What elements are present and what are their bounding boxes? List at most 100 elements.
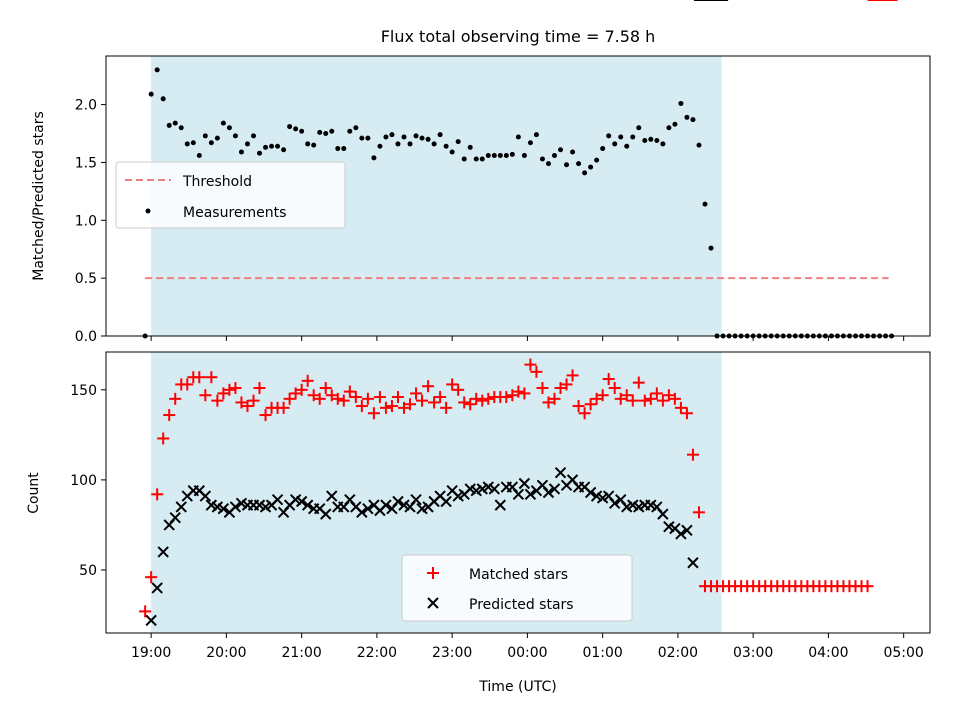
matched-legend-label: Matched stars	[469, 567, 568, 583]
measurement-point	[407, 141, 413, 147]
matched-star-point	[145, 571, 158, 584]
measurement-point	[690, 117, 696, 123]
matched-star-point	[193, 371, 206, 384]
measurement-point	[642, 137, 648, 143]
predicted-star-point	[151, 582, 163, 594]
predicted-star-point	[518, 477, 531, 490]
measurement-point	[576, 161, 582, 167]
matched-star-point	[307, 389, 320, 402]
predicted-star-point	[295, 495, 308, 508]
matched-star-point	[452, 383, 465, 396]
matched-star-point	[596, 389, 609, 402]
predicted-star-point	[199, 490, 212, 502]
measurement-point	[708, 245, 714, 251]
predicted-star-point	[542, 486, 555, 499]
matched-star-point	[638, 394, 651, 407]
measurement-point	[341, 146, 347, 152]
predicted-star-point	[157, 546, 169, 558]
measurement-point	[449, 149, 455, 155]
measurements-series	[142, 67, 895, 339]
matched-star-point	[560, 378, 573, 391]
measurement-point	[238, 149, 244, 155]
threshold-legend-label: Threshold	[182, 174, 252, 190]
measurement-point	[293, 126, 299, 132]
matched-star-point	[428, 396, 441, 409]
predicted-star-point	[554, 466, 567, 479]
matched-star-point	[446, 378, 459, 391]
predicted-star-point	[380, 499, 392, 511]
measurement-point	[503, 153, 509, 159]
matched-star-point	[289, 387, 302, 400]
matched-star-point	[235, 396, 248, 409]
measurement-point	[299, 128, 305, 134]
ratio-y-tick-label: 1.5	[75, 155, 97, 171]
matched-star-point	[518, 387, 531, 400]
predicted-star-point	[548, 483, 561, 495]
matched-star-point	[566, 369, 579, 382]
measurement-point	[630, 134, 636, 140]
measurement-point	[539, 156, 545, 162]
measurement-point	[148, 91, 154, 97]
ratio-y-tick-label: 0.0	[75, 329, 97, 345]
measurement-point	[311, 142, 317, 148]
measurements-legend-swatch	[145, 208, 151, 214]
measurement-point	[389, 132, 395, 138]
matched-star-point	[301, 374, 314, 387]
matched-star-point	[163, 409, 176, 422]
predicted-legend-label: Predicted stars	[469, 597, 574, 613]
matched-star-point	[410, 387, 423, 400]
measurement-point	[184, 141, 190, 147]
predicted-star-point	[608, 497, 621, 510]
chart-title: Flux total observing time = 7.58 h	[381, 27, 656, 46]
matched-star-point	[632, 376, 645, 389]
matched-star-point	[157, 432, 170, 445]
measurement-point	[281, 147, 287, 153]
measurement-point	[395, 141, 401, 147]
measurement-point	[190, 140, 196, 146]
measurement-point	[269, 143, 275, 149]
measurement-point	[232, 133, 238, 139]
predicted-star-point	[687, 557, 699, 569]
matched-star-point	[253, 382, 266, 395]
measurement-point	[220, 120, 226, 126]
matched-star-point	[626, 394, 639, 407]
predicted-star-point	[175, 501, 187, 513]
predicted-star-point	[524, 488, 537, 501]
measurement-point	[588, 164, 594, 170]
matched-star-point	[458, 396, 471, 409]
matched-star-point	[524, 358, 537, 371]
matched-star-point	[602, 373, 615, 386]
measurement-point	[600, 146, 606, 152]
matched-star-point	[337, 394, 350, 407]
ratio-legend: Threshold Measurements	[115, 161, 346, 229]
measurement-point	[702, 201, 708, 207]
matched-star-point	[500, 391, 513, 404]
measurement-point	[202, 133, 208, 139]
predicted-star-point	[229, 501, 242, 513]
measurement-point	[467, 144, 473, 150]
measurement-point	[654, 137, 660, 143]
measurement-point	[594, 157, 600, 163]
matched-star-point	[650, 387, 663, 400]
predicted-legend-swatch	[427, 597, 439, 609]
ratio-x-axis-ticks	[150, 336, 905, 341]
predicted-star-point	[392, 495, 404, 508]
measurement-point	[618, 134, 624, 140]
x-tick-label: 00:00	[507, 645, 547, 661]
predicted-star-point	[681, 524, 693, 537]
matched-star-point	[476, 394, 489, 407]
predicted-stars-series	[145, 0, 729, 627]
measurement-point	[533, 132, 539, 138]
measurement-point	[166, 122, 172, 128]
measurement-point	[275, 143, 281, 149]
matched-star-point	[397, 401, 410, 414]
measurement-point	[208, 140, 214, 146]
matched-star-point	[259, 409, 272, 422]
measurement-point	[485, 153, 491, 159]
x-tick-label: 22:00	[357, 645, 397, 661]
measurement-point	[401, 134, 407, 140]
measurement-point	[160, 96, 166, 102]
measurement-point	[305, 141, 311, 147]
predicted-star-point	[217, 503, 230, 515]
measurement-point	[377, 143, 383, 149]
